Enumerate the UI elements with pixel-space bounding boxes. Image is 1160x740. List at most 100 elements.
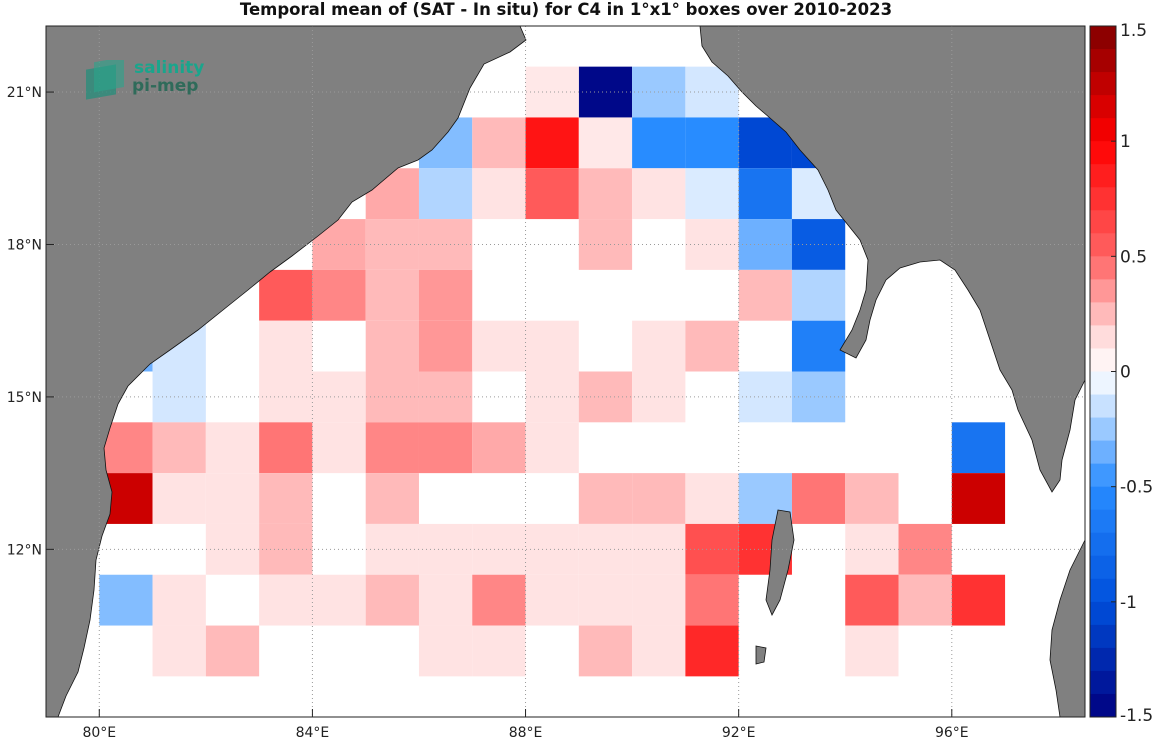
data-cell (259, 422, 313, 474)
data-cell (259, 371, 313, 423)
data-cell (898, 574, 952, 626)
colorbar-tick-label: 0 (1120, 363, 1131, 383)
data-cell (259, 473, 313, 524)
data-cell (152, 473, 206, 524)
colorbar-swatch (1090, 601, 1116, 626)
x-tick-label: 92°E (722, 725, 756, 740)
land-india (45, 25, 527, 718)
data-cell (205, 625, 260, 677)
colorbar-swatch (1090, 302, 1116, 326)
colorbar-swatch (1090, 624, 1116, 649)
data-cell (632, 574, 686, 626)
logo-icon (86, 60, 124, 100)
data-cell (259, 523, 313, 575)
data-cell (259, 574, 313, 626)
data-cell (685, 625, 739, 677)
data-cell (738, 219, 792, 270)
data-cell (365, 473, 419, 524)
data-cell (632, 473, 686, 524)
data-cell (578, 625, 633, 677)
colorbar-swatch (1090, 233, 1116, 257)
data-cell (578, 168, 633, 220)
data-cell (365, 422, 419, 474)
data-cell (472, 117, 526, 169)
colorbar-tick-label: -1.5 (1120, 706, 1153, 726)
land-andaman-islands (765, 509, 795, 616)
colorbar-tick-label: 0.5 (1120, 247, 1147, 267)
data-cell (632, 117, 686, 169)
colorbar-swatch (1090, 118, 1116, 142)
colorbar-swatch (1090, 26, 1116, 50)
colorbar-tick-label: 1.5 (1120, 21, 1147, 41)
data-cell (312, 371, 366, 423)
colorbar-tick-label: 1 (1120, 132, 1131, 152)
data-cell (418, 625, 473, 677)
data-cell (152, 625, 206, 677)
land-masses (45, 25, 1086, 718)
data-cell (259, 269, 313, 321)
colorbar-swatch (1090, 256, 1116, 280)
data-cell (632, 625, 686, 677)
data-cell (205, 473, 260, 524)
data-cell (472, 168, 526, 220)
land-myanmar-coast (699, 25, 1086, 493)
colorbar-swatch (1090, 325, 1116, 349)
chart-title: Temporal mean of (SAT - In situ) for C4 … (239, 0, 893, 19)
colorbar-swatch (1090, 509, 1116, 534)
data-cell (791, 269, 846, 321)
data-cell (152, 422, 206, 474)
x-tick-label: 96°E (935, 725, 969, 740)
data-cell (418, 523, 473, 575)
logo-text-pimep: pi-mep (132, 76, 199, 96)
land-nicobar-island (755, 645, 767, 665)
colorbar-swatch (1090, 164, 1116, 188)
y-tick-label: 15°N (7, 390, 42, 406)
data-cell (418, 320, 473, 372)
data-cell (951, 574, 1006, 626)
data-cell (685, 320, 739, 372)
data-cell (578, 371, 633, 423)
colorbar-swatch (1090, 141, 1116, 165)
data-cell (685, 473, 739, 524)
data-cell (472, 625, 526, 677)
data-cell (259, 320, 313, 372)
salinity-pi-mep-logo: salinity pi-mep (84, 58, 224, 104)
colorbar-swatch (1090, 647, 1116, 672)
data-cell (152, 371, 206, 423)
x-tick-label: 84°E (296, 725, 330, 740)
data-cell (472, 422, 526, 474)
y-axis-ticks: 12°N 15°N 18°N 21°N (7, 85, 54, 558)
data-cell (472, 320, 526, 372)
colorbar-swatch (1090, 72, 1116, 96)
data-cell (365, 320, 419, 372)
x-tick-label: 88°E (509, 725, 543, 740)
colorbar-swatch (1090, 417, 1116, 442)
colorbar-swatch (1090, 555, 1116, 580)
data-cell (845, 473, 899, 524)
data-cell (578, 66, 633, 118)
data-cell (578, 574, 633, 626)
data-cell (791, 320, 846, 372)
y-tick-label: 12°N (7, 542, 42, 558)
colorbar-swatch (1090, 210, 1116, 234)
data-cell (99, 574, 153, 626)
data-cell (525, 320, 579, 372)
data-cell (578, 117, 633, 169)
colorbar: 1.5 1 0.5 0 -0.5 -1 -1.5 (1089, 21, 1153, 726)
colorbar-swatch (1090, 279, 1116, 303)
plot-frame (45, 25, 1086, 718)
data-cell (951, 473, 1006, 524)
data-cell (685, 168, 739, 220)
data-cell (525, 422, 579, 474)
logo-text-salinity: salinity (134, 58, 205, 78)
data-cell (632, 168, 686, 220)
data-cell (951, 422, 1006, 474)
data-cell (418, 574, 473, 626)
data-cell (845, 574, 899, 626)
data-cells (99, 66, 1006, 677)
colorbar-swatch (1090, 371, 1116, 396)
data-cell (365, 269, 419, 321)
data-cell (845, 625, 899, 677)
colorbar-swatch (1090, 95, 1116, 119)
colorbar-swatch (1090, 532, 1116, 557)
